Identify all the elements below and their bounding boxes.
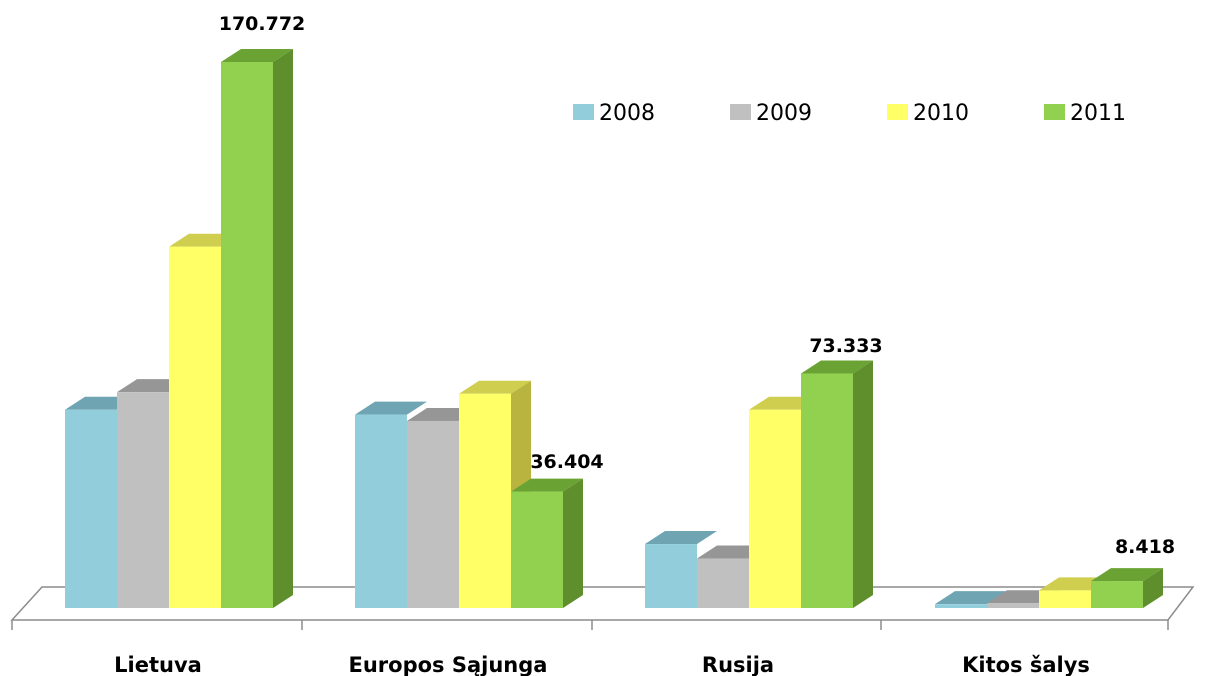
data-labels: 170.772 36.404 73.333 8.418 xyxy=(219,13,1175,558)
bar-front-face xyxy=(65,409,117,608)
bar-front-face xyxy=(511,491,563,608)
legend-swatch xyxy=(730,104,751,120)
bar-top-face xyxy=(221,49,293,62)
data-label-rusija: 73.333 xyxy=(809,335,882,357)
data-label-kitos-salys: 8.418 xyxy=(1115,536,1175,558)
legend-item-2008: 2008 xyxy=(573,101,655,126)
bar-front-face xyxy=(355,414,407,608)
legend: 2008 2009 2010 2011 xyxy=(573,101,1126,126)
bar-top-face xyxy=(801,360,873,374)
legend-item-2010: 2010 xyxy=(887,101,969,126)
bars xyxy=(65,49,1163,609)
legend-label: 2009 xyxy=(756,101,812,126)
bar-front-face xyxy=(407,420,459,608)
bar-front-face xyxy=(645,544,697,608)
bar-europos-sajunga-2011 xyxy=(511,478,583,608)
bar-side-face xyxy=(563,478,583,608)
bar-lietuva-2008 xyxy=(65,396,137,608)
data-label-lietuva: 170.772 xyxy=(219,13,306,35)
legend-swatch xyxy=(1044,104,1065,120)
category-label-europos-sajunga: Europos Sąjunga xyxy=(349,653,548,676)
bar-front-face xyxy=(1039,590,1091,608)
legend-label: 2010 xyxy=(913,101,969,126)
chart-floor-plane xyxy=(10,586,1195,621)
bar-front-face xyxy=(117,392,169,608)
category-labels: Lietuva Europos Sąjunga Rusija Kitos šalys xyxy=(114,653,1090,676)
bar-rusija-2008 xyxy=(645,531,717,608)
bar-front-face xyxy=(221,62,273,608)
category-label-lietuva: Lietuva xyxy=(114,653,202,676)
legend-swatch xyxy=(573,104,594,120)
data-label-europos-sajunga: 36.404 xyxy=(530,451,603,473)
bar-top-face xyxy=(935,591,1007,605)
category-label-rusija: Rusija xyxy=(702,653,774,676)
legend-item-2009: 2009 xyxy=(730,101,812,126)
bar-front-face xyxy=(697,558,749,608)
bar-top-face xyxy=(645,531,717,545)
bar-rusija-2011 xyxy=(801,360,873,608)
bar-top-face xyxy=(355,401,427,415)
bar-front-face xyxy=(459,393,511,608)
legend-label: 2011 xyxy=(1070,101,1126,126)
bar-top-face xyxy=(459,380,531,394)
bar-top-face xyxy=(1091,568,1163,582)
bar-top-face xyxy=(511,478,583,492)
bar-side-face xyxy=(273,49,293,608)
bar-front-face xyxy=(1091,581,1143,608)
chart-floor xyxy=(10,586,1195,630)
bar-front-face xyxy=(801,373,853,608)
bar-lietuva-2011 xyxy=(221,49,293,608)
bar-kitos-salys-2011 xyxy=(1091,568,1163,608)
bar-front-face xyxy=(935,604,987,608)
bar-front-face xyxy=(749,409,801,608)
bar-front-face xyxy=(987,603,1039,608)
bar-kitos-salys-2008 xyxy=(935,591,1007,608)
bar-europos-sajunga-2008 xyxy=(355,401,427,608)
category-label-kitos-salys: Kitos šalys xyxy=(962,653,1090,676)
bar-side-face xyxy=(853,360,873,608)
legend-swatch xyxy=(887,104,908,120)
legend-item-2011: 2011 xyxy=(1044,101,1126,126)
bar-side-face xyxy=(1143,568,1163,608)
bar-front-face xyxy=(169,246,221,609)
legend-label: 2008 xyxy=(599,101,655,126)
